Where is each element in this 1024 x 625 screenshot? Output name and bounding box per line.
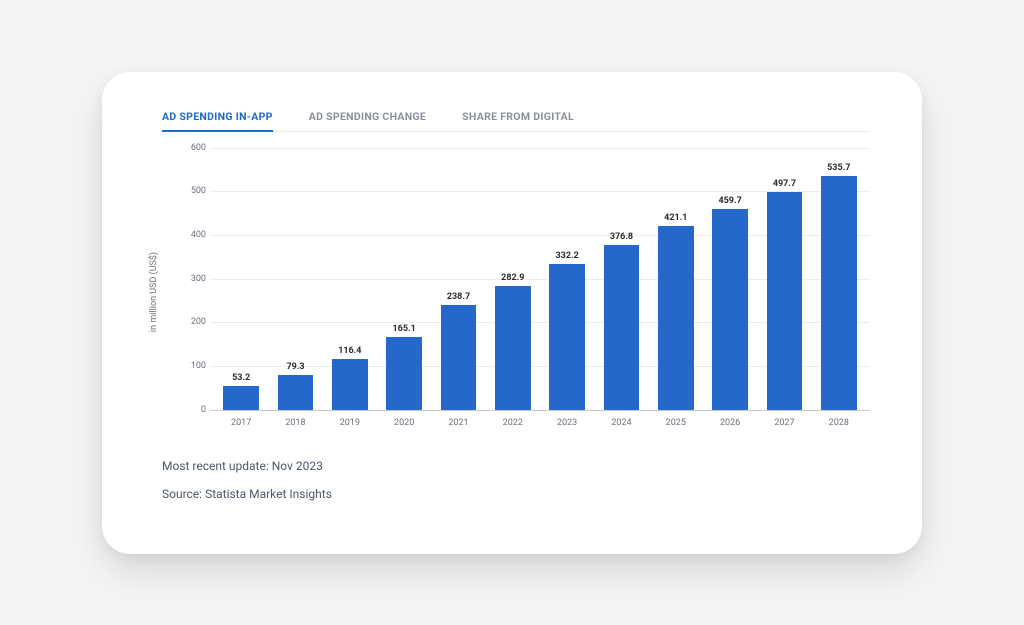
- bar-slot: 238.72021: [431, 148, 485, 410]
- bar-value-label: 497.7: [773, 179, 796, 189]
- y-tick-label: 300: [176, 274, 206, 284]
- bar: [549, 264, 585, 409]
- bar: [223, 386, 259, 409]
- x-tick-label: 2021: [448, 418, 468, 428]
- bar-value-label: 535.7: [827, 163, 850, 173]
- y-tick-label: 200: [176, 317, 206, 327]
- tab-ad-spending-in-app[interactable]: AD SPENDING IN-APP: [162, 110, 273, 131]
- bar-value-label: 421.1: [664, 213, 687, 223]
- x-tick-label: 2019: [340, 418, 360, 428]
- bar: [278, 375, 314, 410]
- bar-value-label: 116.4: [338, 346, 361, 356]
- bar-slot: 459.72026: [703, 148, 757, 410]
- chart-area: in million USD (US$) 0100200300400500600…: [162, 142, 870, 442]
- bar: [604, 245, 640, 410]
- bar-value-label: 79.3: [286, 362, 304, 372]
- update-text: Most recent update: Nov 2023: [162, 458, 870, 475]
- plot-region: 010020030040050060053.2201779.32018116.4…: [210, 148, 870, 410]
- bar-value-label: 53.2: [232, 373, 250, 383]
- x-tick-label: 2024: [611, 418, 631, 428]
- y-tick-label: 400: [176, 230, 206, 240]
- bar: [332, 359, 368, 410]
- bar-value-label: 376.8: [610, 232, 633, 242]
- bar-slot: 332.22023: [540, 148, 594, 410]
- x-tick-label: 2022: [503, 418, 523, 428]
- y-tick-label: 500: [176, 186, 206, 196]
- x-tick-label: 2026: [720, 418, 740, 428]
- bar-slot: 421.12025: [649, 148, 703, 410]
- bar: [441, 305, 477, 409]
- bar-value-label: 238.7: [447, 292, 470, 302]
- x-tick-label: 2017: [231, 418, 251, 428]
- bar-slot: 376.82024: [594, 148, 648, 410]
- bar: [658, 226, 694, 410]
- bar: [386, 337, 422, 409]
- source-text: Source: Statista Market Insights: [162, 486, 870, 503]
- bar-slot: 53.22017: [214, 148, 268, 410]
- x-tick-label: 2018: [285, 418, 305, 428]
- bar-value-label: 282.9: [501, 273, 524, 283]
- x-tick-label: 2025: [666, 418, 686, 428]
- bars-container: 53.2201779.32018116.42019165.12020238.72…: [210, 148, 870, 410]
- bar: [495, 286, 531, 410]
- bar-slot: 282.92022: [486, 148, 540, 410]
- tab-ad-spending-change[interactable]: AD SPENDING CHANGE: [309, 110, 426, 131]
- bar-value-label: 332.2: [556, 251, 579, 261]
- x-tick-label: 2020: [394, 418, 414, 428]
- tab-bar: AD SPENDING IN-APP AD SPENDING CHANGE SH…: [162, 110, 870, 132]
- bar: [767, 192, 803, 409]
- y-tick-label: 0: [176, 405, 206, 415]
- y-axis-label: in million USD (US$): [149, 251, 159, 331]
- bar-slot: 165.12020: [377, 148, 431, 410]
- x-tick-label: 2027: [774, 418, 794, 428]
- bar-value-label: 459.7: [718, 196, 741, 206]
- gridline: [210, 410, 870, 411]
- y-tick-label: 100: [176, 361, 206, 371]
- tab-share-from-digital[interactable]: SHARE FROM DIGITAL: [462, 110, 574, 131]
- bar-slot: 497.72027: [757, 148, 811, 410]
- bar: [821, 176, 857, 410]
- bar-slot: 116.42019: [323, 148, 377, 410]
- x-tick-label: 2023: [557, 418, 577, 428]
- chart-footer: Most recent update: Nov 2023 Source: Sta…: [162, 458, 870, 504]
- chart-card: AD SPENDING IN-APP AD SPENDING CHANGE SH…: [102, 72, 922, 554]
- bar: [712, 209, 748, 410]
- y-tick-label: 600: [176, 143, 206, 153]
- bar-slot: 79.32018: [268, 148, 322, 410]
- x-tick-label: 2028: [829, 418, 849, 428]
- bar-value-label: 165.1: [393, 324, 416, 334]
- bar-slot: 535.72028: [812, 148, 866, 410]
